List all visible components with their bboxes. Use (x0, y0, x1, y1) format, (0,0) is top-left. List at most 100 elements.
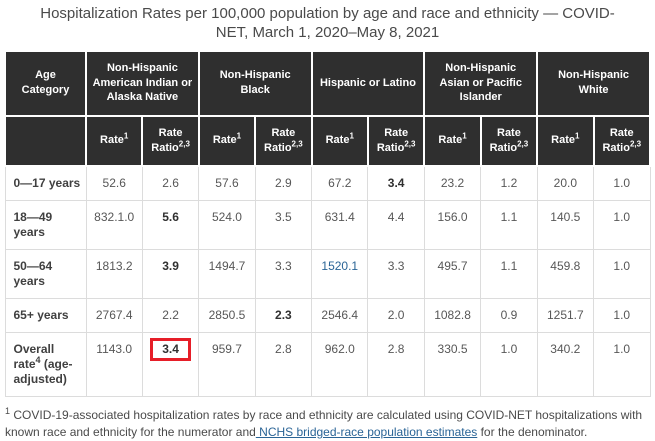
cell-value: 1.0 (613, 308, 630, 322)
cell-value: 52.6 (103, 176, 126, 190)
rate-cell: 832.1.0 (86, 200, 142, 249)
cell-value: 2.3 (275, 308, 292, 322)
rate-cell: 2850.5 (199, 298, 255, 332)
rate-header: Rate1 (537, 116, 593, 166)
rate-ratio-cell: 4.4 (368, 200, 424, 249)
nchs-link[interactable]: NCHS bridged-race population estimates (256, 425, 477, 439)
cell-value: 2.0 (388, 308, 405, 322)
row-label: 0—17 years (5, 166, 86, 201)
cell-value: 2546.4 (321, 308, 358, 322)
rate-ratio-cell: 1.1 (481, 249, 537, 298)
row-label: 18—49 years (5, 200, 86, 249)
cell-value: 5.6 (162, 210, 179, 224)
rate-cell: 140.5 (537, 200, 593, 249)
cell-value: 1.0 (613, 176, 630, 190)
rate-cell: 959.7 (199, 332, 255, 396)
cell-value: 2.8 (275, 342, 292, 356)
cell-value: 1.0 (501, 342, 518, 356)
rate-ratio-header: Rate Ratio2,3 (594, 116, 650, 166)
cell-value: 1.1 (501, 259, 518, 273)
rate-cell: 631.4 (312, 200, 368, 249)
group-header-hispanic: Hispanic or Latino (312, 51, 425, 116)
cell-value: 1251.7 (547, 308, 584, 322)
cell-value: 330.5 (438, 342, 468, 356)
cell-value: 495.7 (438, 259, 468, 273)
cell-value: 1.0 (613, 259, 630, 273)
rate-cell: 340.2 (537, 332, 593, 396)
rate-cell: 1082.8 (424, 298, 480, 332)
cell-value: 3.4 (162, 342, 179, 356)
cell-value: 20.0 (554, 176, 577, 190)
table-header: Age Category Non-Hispanic American India… (5, 51, 650, 166)
rate-cell: 962.0 (312, 332, 368, 396)
rate-ratio-cell: 2.9 (255, 166, 311, 201)
cell-value: 1494.7 (209, 259, 246, 273)
cell-value: 524.0 (212, 210, 242, 224)
cell-value: 1813.2 (96, 259, 133, 273)
rate-cell: 330.5 (424, 332, 480, 396)
rate-ratio-header: Rate Ratio2,3 (368, 116, 424, 166)
rate-ratio-cell: 2.2 (142, 298, 198, 332)
rate-ratio-header: Rate Ratio2,3 (481, 116, 537, 166)
rate-cell: 67.2 (312, 166, 368, 201)
cell-value: 959.7 (212, 342, 242, 356)
cell-value: 2.9 (275, 176, 292, 190)
rate-ratio-cell: 1.0 (594, 249, 650, 298)
highlight-box: 3.4 (150, 338, 191, 361)
cell-value: 57.6 (215, 176, 238, 190)
rate-ratio-cell: 2.3 (255, 298, 311, 332)
cell-value: 23.2 (441, 176, 464, 190)
rate-cell: 57.6 (199, 166, 255, 201)
table-body: 0—17 years 52.6 2.6 57.6 2.9 67.2 3.4 23.2 1.2 20… (5, 166, 650, 397)
cell-value: 140.5 (550, 210, 580, 224)
rate-ratio-cell: 3.3 (368, 249, 424, 298)
rate-ratio-cell: 0.9 (481, 298, 537, 332)
group-header-aian: Non-Hispanic American Indian or Alaska N… (86, 51, 199, 116)
cell-value: 2767.4 (96, 308, 133, 322)
rate-ratio-header: Rate Ratio2,3 (142, 116, 198, 166)
rate-header: Rate1 (86, 116, 142, 166)
cell-value: 1.1 (501, 210, 518, 224)
rate-header: Rate1 (199, 116, 255, 166)
row-label: 65+ years (5, 298, 86, 332)
cell-value: 631.4 (325, 210, 355, 224)
cell-value: 459.8 (550, 259, 580, 273)
rate-ratio-cell: 3.4 (368, 166, 424, 201)
rate-ratio-cell: 2.8 (255, 332, 311, 396)
cell-value: 2.8 (388, 342, 405, 356)
cell-value: 962.0 (325, 342, 355, 356)
rate-ratio-cell: 3.9 (142, 249, 198, 298)
cell-value: 67.2 (328, 176, 351, 190)
cell-value: 832.1.0 (94, 210, 134, 224)
cell-value: 3.3 (275, 259, 292, 273)
table-row: 65+ years 2767.4 2.2 2850.5 2.3 2546.4 2.0 1082… (5, 298, 650, 332)
rate-cell: 1494.7 (199, 249, 255, 298)
rate-cell: 1813.2 (86, 249, 142, 298)
cell-value: 156.0 (438, 210, 468, 224)
age-category-header: Age Category (5, 51, 86, 116)
rate-cell: 1520.1 (312, 249, 368, 298)
cell-value: 1143.0 (96, 342, 132, 356)
rate-ratio-cell: 2.6 (142, 166, 198, 201)
cell-value: 1.2 (501, 176, 518, 190)
group-header-black: Non-Hispanic Black (199, 51, 312, 116)
rate-ratio-cell: 2.0 (368, 298, 424, 332)
rate-ratio-header: Rate Ratio2,3 (255, 116, 311, 166)
rate-cell: 495.7 (424, 249, 480, 298)
cell-value: 0.9 (501, 308, 518, 322)
rate-ratio-cell: 3.3 (255, 249, 311, 298)
cell-value: 2850.5 (209, 308, 246, 322)
cell-value: 4.4 (388, 210, 405, 224)
rate-ratio-cell: 3.4 (142, 332, 198, 396)
rate-ratio-cell: 1.0 (594, 298, 650, 332)
table-row: 0—17 years 52.6 2.6 57.6 2.9 67.2 3.4 23.2 1.2 20… (5, 166, 650, 201)
rate-ratio-cell: 1.0 (481, 332, 537, 396)
cell-value: 1082.8 (434, 308, 471, 322)
group-header-api: Non-Hispanic Asian or Pacific Islander (424, 51, 537, 116)
rate-cell: 2546.4 (312, 298, 368, 332)
rate-header: Rate1 (312, 116, 368, 166)
cell-value: 3.4 (388, 176, 405, 190)
rate-ratio-cell: 1.0 (594, 166, 650, 201)
